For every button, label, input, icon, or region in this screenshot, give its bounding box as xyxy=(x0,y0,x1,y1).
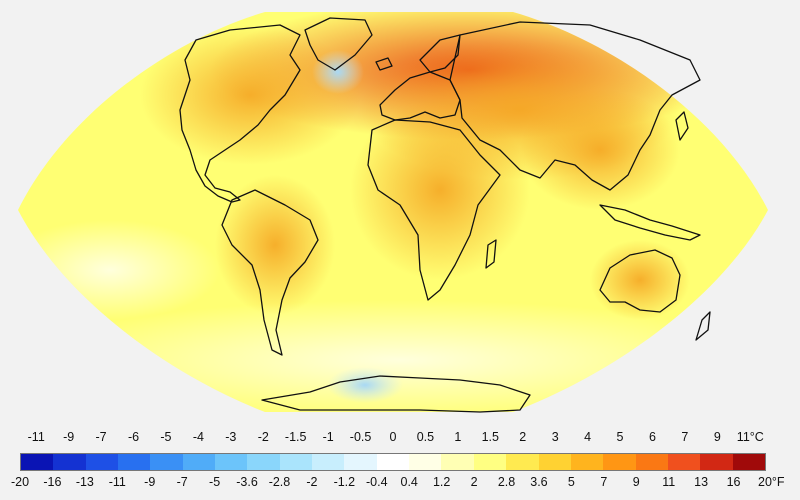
fahrenheit-tick-label: -3.6 xyxy=(236,475,258,489)
fahrenheit-tick-label: -16 xyxy=(43,475,62,489)
colorbar-bin xyxy=(182,454,216,470)
coastline-iceland xyxy=(375,57,393,71)
celsius-tick-label: -0.5 xyxy=(349,430,372,444)
coastline-japan xyxy=(675,111,689,141)
celsius-tick-label: 3 xyxy=(551,430,559,444)
celsius-tick-label: -7 xyxy=(95,430,107,444)
map-svg xyxy=(18,12,768,413)
coastline-africa xyxy=(367,119,501,301)
celsius-tick-label: -9 xyxy=(63,430,75,444)
fahrenheit-unit-label: 20°F xyxy=(758,475,785,489)
coastlines xyxy=(179,17,711,413)
fahrenheit-tick-label: 9 xyxy=(632,475,640,489)
coastline-australia xyxy=(599,249,681,313)
celsius-tick-label: 5 xyxy=(616,430,624,444)
fahrenheit-tick-label: 5 xyxy=(567,475,575,489)
colorbar-bin xyxy=(603,454,636,470)
colorbar-bin xyxy=(441,454,474,470)
colorbar-bin xyxy=(85,454,119,470)
colorbar-bin xyxy=(538,454,571,470)
colorbar-bin xyxy=(215,454,248,470)
fahrenheit-tick-label: -5 xyxy=(209,475,221,489)
celsius-tick-label: 0 xyxy=(389,430,397,444)
colorbar-bin xyxy=(376,454,410,470)
fahrenheit-tick-label: -9 xyxy=(144,475,156,489)
legend-fahrenheit-ticks: -20 -16 -13 -11 -9 -7 -5 -3.6 -2.8 -2 -1.2 -0.4 0.4 1… xyxy=(0,475,800,493)
colorbar-bin xyxy=(667,454,701,470)
fahrenheit-tick-label: -1.2 xyxy=(333,475,356,489)
fahrenheit-tick-label: -20 xyxy=(10,475,30,489)
coastline-scandinavia xyxy=(419,34,461,73)
colorbar-bin xyxy=(635,454,668,470)
coastline-antarctica xyxy=(261,375,531,413)
coastline-greenland xyxy=(304,17,373,71)
celsius-tick-label: 9 xyxy=(713,430,721,444)
celsius-unit-label: 11°C xyxy=(736,430,764,444)
colorbar-bin xyxy=(506,454,539,470)
colorbar-bin xyxy=(279,454,313,470)
fahrenheit-tick-label: 2.8 xyxy=(497,475,516,489)
celsius-tick-label: -11 xyxy=(27,430,45,444)
celsius-tick-label: -5 xyxy=(160,430,172,444)
colorbar-bin xyxy=(118,454,151,470)
fahrenheit-tick-label: 11 xyxy=(662,475,676,489)
fahrenheit-tick-label: 0.4 xyxy=(400,475,418,489)
anomaly-field xyxy=(18,12,768,412)
colorbar xyxy=(20,453,766,471)
celsius-tick-label: 6 xyxy=(648,430,656,444)
fahrenheit-tick-label: -11 xyxy=(108,475,126,489)
celsius-tick-label: -6 xyxy=(127,430,140,444)
fahrenheit-tick-label: 13 xyxy=(694,475,709,489)
celsius-tick-label: -1.5 xyxy=(284,430,307,444)
colorbar-bin xyxy=(409,454,442,470)
celsius-tick-label: 1 xyxy=(454,430,462,444)
colorbar-bin xyxy=(150,454,183,470)
fahrenheit-tick-label: 1.2 xyxy=(432,475,451,489)
colorbar-bin xyxy=(732,454,765,470)
fahrenheit-tick-label: 2 xyxy=(470,475,478,489)
fahrenheit-tick-label: -13 xyxy=(75,475,94,489)
fahrenheit-tick-label: 3.6 xyxy=(530,475,548,489)
celsius-tick-label: 0.5 xyxy=(416,430,435,444)
fahrenheit-tick-label: -2 xyxy=(306,475,318,489)
celsius-tick-label: 1.5 xyxy=(481,430,499,444)
coastline-south-america xyxy=(221,189,319,356)
colorbar-bin xyxy=(53,454,86,470)
fahrenheit-tick-label: 16 xyxy=(726,475,741,489)
colorbar-bin xyxy=(570,454,604,470)
celsius-tick-label: -4 xyxy=(192,430,204,444)
coastline-new-zealand xyxy=(695,311,711,341)
coastline-asia xyxy=(449,21,701,191)
colorbar-bin xyxy=(700,454,733,470)
fahrenheit-tick-label: 7 xyxy=(600,475,608,489)
colorbar-bin xyxy=(344,454,377,470)
legend-celsius-ticks: -11 -9 -7 -6 -5 -4 -3 -2 -1.5 -1 -0.5 0 0.5 1 1.5 2 3 4 5 6… xyxy=(0,430,800,448)
celsius-tick-label: -3 xyxy=(225,430,237,444)
coastline-indonesia xyxy=(599,204,701,241)
fahrenheit-tick-label: -7 xyxy=(176,475,188,489)
celsius-tick-label: -2 xyxy=(257,430,269,444)
celsius-tick-label: 4 xyxy=(584,430,592,444)
celsius-tick-label: 2 xyxy=(519,430,527,444)
colorbar-bin xyxy=(247,454,280,470)
temperature-anomaly-map xyxy=(18,12,768,413)
celsius-tick-label: 7 xyxy=(681,430,689,444)
fahrenheit-tick-label: -2.8 xyxy=(268,475,291,489)
colorbar-bin xyxy=(312,454,345,470)
celsius-tick-label: -1 xyxy=(322,430,334,444)
colorbar-bin xyxy=(21,454,54,470)
fahrenheit-tick-label: -0.4 xyxy=(366,475,388,489)
coastline-madagascar xyxy=(485,239,497,269)
colorbar-bin xyxy=(473,454,507,470)
coastline-north-america xyxy=(179,24,301,203)
